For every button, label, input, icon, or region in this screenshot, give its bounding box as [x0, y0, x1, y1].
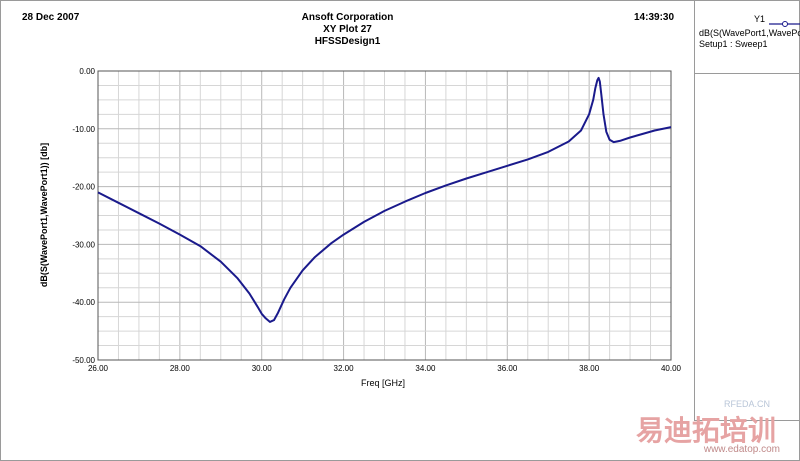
watermark-brand: 易迪拓培训 — [635, 415, 776, 446]
legend-solution: Setup1 : Sweep1 — [699, 39, 768, 49]
plot-border — [97, 70, 672, 361]
x-tick-label: 40.00 — [661, 364, 682, 373]
y-tick-label: -50.00 — [72, 356, 95, 365]
y-tick-label: 0.00 — [79, 67, 95, 76]
legend-panel — [694, 73, 800, 421]
legend-trace-expr: dB(S(WavePort1,WavePo — [699, 28, 800, 38]
y-tick-label: -20.00 — [72, 183, 95, 192]
x-tick-label: 30.00 — [252, 364, 273, 373]
company-name: Ansoft Corporation — [301, 12, 394, 23]
y-tick-label: -10.00 — [72, 125, 95, 134]
x-tick-label: 36.00 — [497, 364, 518, 373]
legend[interactable]: Y1 dB(S(WavePort1,WavePo Setup1 : Sweep1 — [694, 0, 800, 74]
legend-trace-name: Y1 — [753, 14, 765, 24]
legend-swatch — [769, 21, 800, 27]
y-axis-label: dB(S(WavePort1,WavePort1)) [db] — [39, 143, 49, 287]
x-tick-label: 28.00 — [170, 364, 191, 373]
plot-time: 14:39:30 — [634, 12, 675, 23]
plot-date: 28 Dec 2007 — [22, 12, 80, 23]
grid — [97, 70, 672, 361]
x-tick-label: 38.00 — [579, 364, 600, 373]
x-tick-label: 26.00 — [88, 364, 109, 373]
tick-labels: 26.00 28.00 30.00 32.00 34.00 36.00 38.00 40.00… — [72, 67, 681, 373]
design-name: HFSSDesign1 — [314, 36, 381, 47]
y-tick-label: -40.00 — [72, 298, 95, 307]
x-tick-label: 34.00 — [415, 364, 436, 373]
series-layer — [97, 76, 672, 323]
axes — [97, 70, 672, 361]
watermark-small: RFEDA.CN — [723, 399, 770, 409]
watermark-site: www.edatop.com — [703, 444, 780, 455]
plot-title: XY Plot 27 — [323, 24, 372, 35]
x-axis-label: Freq [GHz] — [361, 378, 405, 388]
series-line — [97, 76, 672, 323]
watermark: RFEDA.CN 易迪拓培训 www.edatop.com — [582, 399, 792, 459]
x-tick-label: 32.00 — [334, 364, 355, 373]
y-tick-label: -30.00 — [72, 240, 95, 249]
plot-header: Ansoft Corporation XY Plot 27 HFSSDesign… — [260, 12, 435, 48]
